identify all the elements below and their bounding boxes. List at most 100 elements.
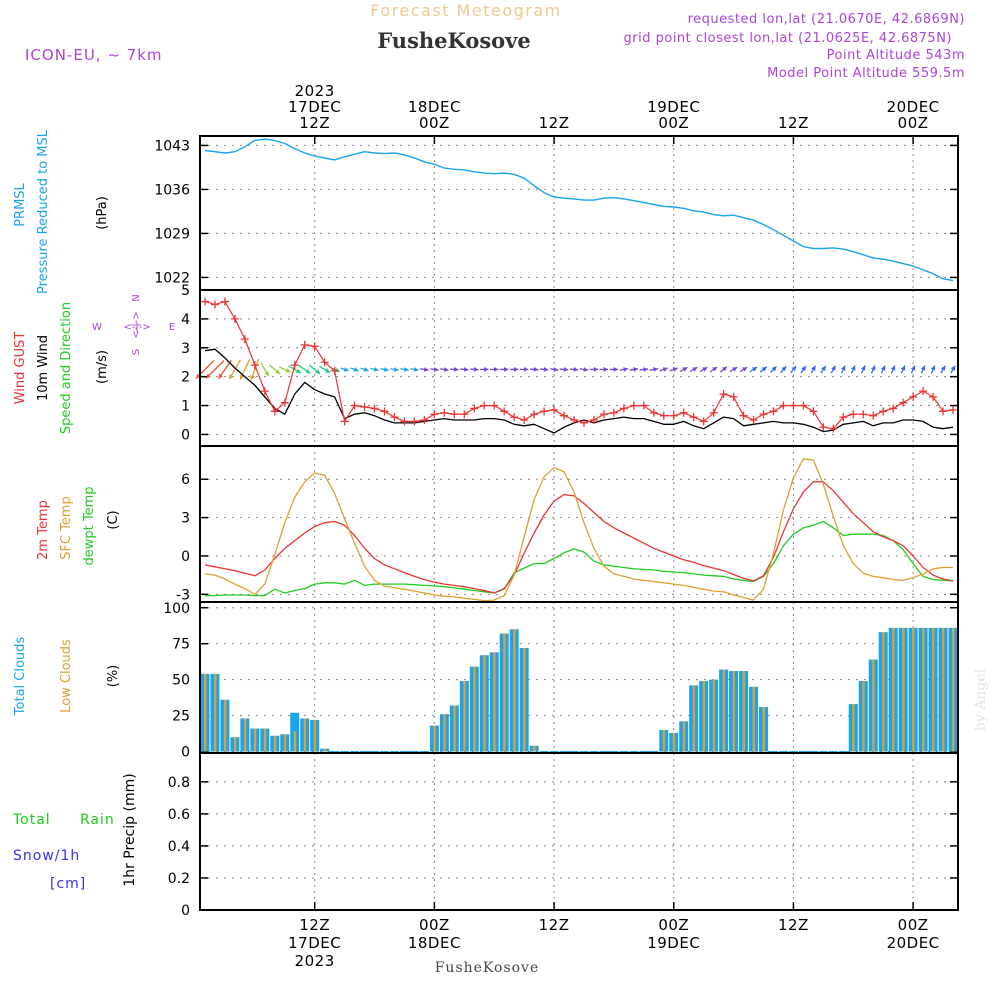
gust-marker <box>729 392 738 401</box>
wind-arrow-head <box>494 367 499 372</box>
low-cloud-bar <box>533 745 536 752</box>
low-cloud-bar <box>223 699 227 752</box>
wind-arrow-head <box>453 367 459 372</box>
wind-arrow-head <box>603 367 609 372</box>
y-tick-label: 100 <box>163 601 190 617</box>
gust-marker <box>899 398 908 407</box>
label-cm: [cm] <box>50 876 86 892</box>
wind-arrow-head <box>662 367 668 372</box>
wind-arrow-head <box>393 367 399 372</box>
gust-marker <box>420 416 429 424</box>
gust-marker <box>220 297 229 306</box>
label-ms: (m/s) <box>95 350 110 384</box>
wind-arrow-head <box>573 367 579 372</box>
gust-marker <box>350 401 359 410</box>
y-tick-label: 50 <box>172 673 190 689</box>
gust-marker <box>619 404 628 413</box>
wind-arrow-head <box>250 375 255 380</box>
top-time-label: 00Z <box>419 114 450 132</box>
y-tick-label: 0 <box>181 549 190 565</box>
wind-arrow-head <box>593 367 599 372</box>
gust-marker <box>749 416 758 424</box>
gust-marker <box>460 410 469 419</box>
top-time-label: 12Z <box>778 114 809 132</box>
bottom-time-label: 12Z <box>778 916 809 934</box>
bottom-time-label: 19DEC <box>647 934 700 952</box>
gust-series-line <box>204 301 954 430</box>
wind-arrow-head <box>801 366 806 371</box>
low-cloud-bar <box>203 673 207 752</box>
bottom-time-label: 2023 <box>295 952 335 970</box>
precipitation-frame <box>199 752 959 911</box>
low-cloud-bar <box>213 673 217 752</box>
gust-marker <box>510 413 519 422</box>
gust-marker <box>440 408 449 417</box>
gust-marker <box>889 404 898 413</box>
label-dewpt-temp: dewpt Temp <box>82 486 97 565</box>
wind-arrow-head <box>583 367 589 372</box>
label-celsius: (C) <box>106 510 121 529</box>
y-tick-label: 3 <box>181 511 190 527</box>
low-cloud-bar <box>932 627 935 752</box>
low-cloud-bar <box>742 671 745 752</box>
model-label: ICON-EU, ~ 7km <box>25 46 163 64</box>
gust-marker <box>709 408 718 417</box>
gust-marker <box>849 410 858 419</box>
model-altitude: Model Point Altitude 559.5m <box>767 66 965 81</box>
y-tick-label: 25 <box>172 709 190 725</box>
clouds-panel: 0 25 50 75 100 <box>163 601 958 761</box>
y-tick-label: 4 <box>181 312 190 328</box>
gust-marker <box>819 423 828 432</box>
wind-arrow-head <box>930 365 936 371</box>
gust-marker <box>320 358 329 367</box>
watermark: by Angel <box>973 668 989 731</box>
gust-marker <box>739 411 748 420</box>
y-tick-label: 6 <box>181 472 190 488</box>
label-prmsl: PRMSL <box>13 182 28 226</box>
chart-panels: 1022 1029 1036 1043 0 1 2 3 4 5 -3 0 3 6 0 25 50 75 100 0 0.… <box>154 135 959 919</box>
top-time-label: 2023 <box>295 82 335 100</box>
wind-arrow-head <box>771 366 777 372</box>
low-cloud-bar <box>882 632 885 752</box>
gust-marker <box>200 297 209 306</box>
gust-marker <box>919 387 928 396</box>
wind-arrow-head <box>543 367 549 372</box>
low-cloud-bar <box>952 627 955 752</box>
label-hpa: (hPa) <box>95 196 110 230</box>
gust-marker <box>260 387 269 396</box>
gust-marker <box>470 404 479 413</box>
wind-arrow-head <box>732 367 738 372</box>
gust-marker <box>570 416 579 424</box>
gust-marker <box>909 392 918 401</box>
low-cloud-bar <box>922 627 925 752</box>
wind-arrow-head <box>285 368 291 373</box>
wind-arrow-head <box>821 366 826 371</box>
gust-marker <box>300 340 309 349</box>
top-time-label: 12Z <box>539 114 570 132</box>
label-total: Total <box>12 812 51 828</box>
wind-arrow-head <box>791 366 797 372</box>
gust-marker <box>599 410 608 419</box>
location-title: FusheKosove <box>377 28 530 53</box>
gust-marker <box>799 401 808 410</box>
low-cloud-bar <box>513 629 516 752</box>
label-rain: Rain <box>80 812 115 828</box>
wind-arrow-head <box>206 373 211 379</box>
gust-marker <box>310 342 319 351</box>
wind-arrow-head <box>682 367 688 372</box>
wind-arrow-head <box>752 367 757 372</box>
wind-arrow-head <box>473 367 479 372</box>
wind-arrow-head <box>831 365 836 371</box>
label-wind-gust: Wind GUST <box>13 332 28 405</box>
wind-arrow-head <box>623 367 628 372</box>
wind-arrow-head <box>484 367 489 372</box>
low-cloud-bar <box>762 706 765 752</box>
gust-marker <box>240 335 249 344</box>
y-tick-label: 3 <box>181 341 190 357</box>
gust-marker <box>759 410 768 419</box>
bottom-time-label: 00Z <box>419 916 450 934</box>
bottom-time-label: 12Z <box>299 916 330 934</box>
gust-marker <box>250 361 259 370</box>
